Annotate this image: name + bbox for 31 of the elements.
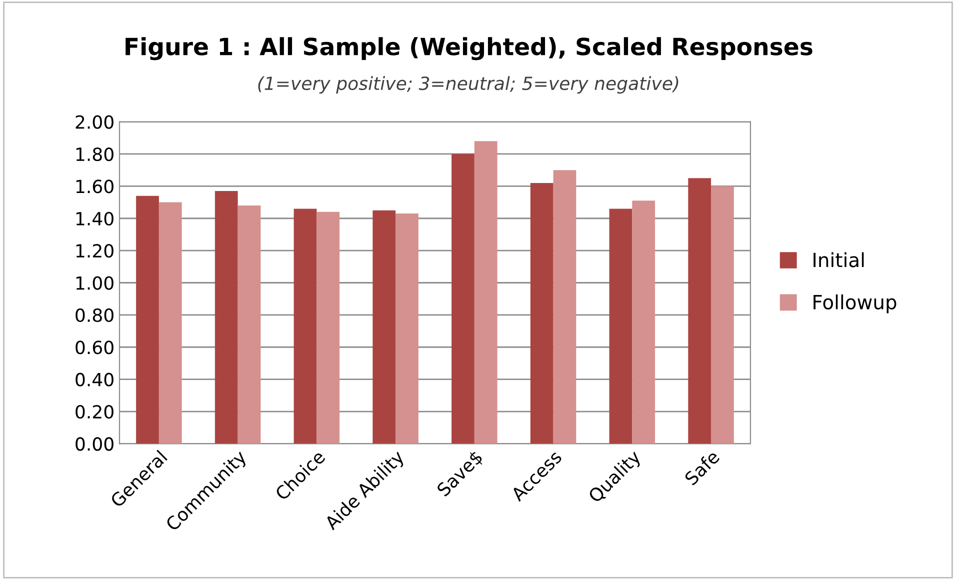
bar	[688, 178, 712, 444]
bar	[632, 200, 656, 444]
y-tick-label: 1.80	[76, 147, 114, 162]
bar	[294, 208, 317, 444]
y-tick-label: 0.20	[76, 404, 114, 419]
bar	[396, 214, 418, 444]
bar	[553, 170, 576, 444]
y-tick-label: 0.00	[76, 437, 114, 451]
bar	[136, 196, 159, 444]
bar	[316, 212, 340, 444]
chart-subtitle: (1=very positive; 3=neutral; 5=very negative)	[258, 76, 678, 94]
y-tick-label: 0.60	[76, 340, 114, 354]
y-tick-label: 0.80	[76, 308, 114, 322]
y-tick-label: 2.00	[76, 115, 114, 129]
bar	[452, 154, 474, 444]
bar	[214, 191, 238, 444]
bar	[372, 210, 396, 444]
chart-title: Figure 1 : All Sample (Weighted), Scaled Responses	[126, 37, 812, 60]
legend-label: Initial	[814, 252, 864, 268]
bar	[158, 202, 182, 444]
bar	[711, 186, 734, 444]
bar	[238, 205, 261, 444]
bar	[609, 208, 632, 444]
y-tick-label: 0.40	[76, 372, 114, 386]
bar	[474, 141, 498, 444]
y-tick-label: 1.00	[76, 276, 114, 290]
y-tick-label: 1.20	[76, 244, 114, 258]
bar	[530, 182, 554, 444]
y-tick-label: 1.40	[76, 212, 114, 226]
legend-label: Followup	[814, 294, 896, 314]
y-tick-label: 1.60	[76, 180, 114, 194]
